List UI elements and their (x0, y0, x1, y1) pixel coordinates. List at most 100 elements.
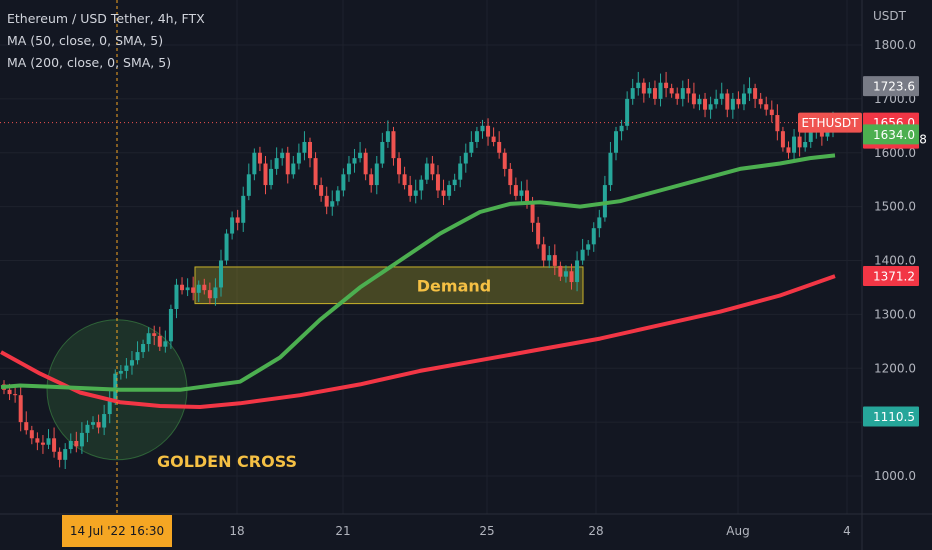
candle-body (358, 152, 363, 159)
candle-body (797, 136, 802, 148)
candle-body (586, 244, 591, 250)
candle (497, 131, 502, 159)
candle (141, 339, 146, 359)
candle (402, 166, 407, 190)
candle (469, 131, 474, 158)
price-label-box (863, 76, 919, 97)
candle-body (146, 333, 151, 345)
candle-body (141, 344, 146, 353)
candle-body (168, 308, 173, 342)
candle (586, 240, 591, 256)
candle-body (708, 104, 713, 110)
candle (324, 186, 329, 215)
legend-ma50[interactable]: MA (50, close, 0, SMA, 5) (7, 33, 164, 48)
candle-body (614, 131, 619, 153)
candle-body (435, 174, 440, 191)
candle (369, 168, 374, 193)
candle (29, 425, 34, 445)
candle (397, 152, 402, 184)
candle-body (497, 141, 502, 153)
legend-title[interactable]: Ethereum / USD Tether, 4h, FTX (7, 11, 205, 26)
candle-body (397, 158, 402, 175)
candle-body (213, 287, 218, 299)
candle-body (269, 168, 274, 186)
candle-body (452, 179, 457, 186)
price-tick-label: 1000.0 (874, 469, 916, 483)
candle (753, 83, 758, 109)
candle-body (252, 152, 257, 175)
candle (118, 365, 123, 380)
candle-body (658, 82, 663, 99)
candle-body (647, 88, 652, 94)
candle (725, 89, 730, 118)
candle (741, 84, 746, 111)
candle (786, 141, 791, 159)
crosshair-time-box (62, 515, 172, 547)
candle (619, 119, 624, 141)
candle (730, 92, 735, 119)
candle (246, 163, 251, 201)
candle (13, 386, 18, 403)
candle (235, 209, 240, 231)
candle (224, 229, 229, 265)
candle (719, 82, 724, 105)
candle-body (68, 440, 73, 450)
candle (547, 245, 552, 269)
candle-body (224, 233, 229, 261)
price-tick-label: 1400.0 (874, 254, 916, 268)
candle (614, 126, 619, 161)
candle-body (680, 88, 685, 99)
candle-body (413, 190, 418, 196)
candle (24, 411, 29, 435)
candle-body (291, 163, 296, 175)
candle (269, 159, 274, 190)
candle (308, 137, 313, 168)
price-label-box (863, 124, 919, 145)
chart-legend: Ethereum / USD Tether, 4h, FTX MA (50, c… (7, 8, 205, 74)
candle-body (13, 394, 18, 396)
legend-ma200[interactable]: MA (200, close, 0, SMA, 5) (7, 55, 172, 70)
candle (697, 94, 702, 111)
candle (658, 73, 663, 107)
candle-body (430, 163, 435, 175)
candle-body (369, 174, 374, 186)
candle (291, 155, 296, 179)
candle (241, 186, 246, 232)
candle (558, 261, 563, 281)
candle-body (180, 284, 185, 291)
candle (207, 282, 212, 305)
price-axis[interactable]: USDT1800.01700.01600.01500.01400.01300.0… (863, 9, 927, 483)
candle-body (780, 131, 785, 148)
candle-body (263, 163, 268, 186)
candle-body (330, 201, 335, 207)
price-axis-unit: USDT (873, 9, 907, 23)
candle-body (152, 333, 157, 336)
candle-body (391, 131, 396, 159)
candle (430, 155, 435, 181)
time-tick-label: 25 (479, 524, 494, 538)
candle (703, 92, 708, 118)
candle-body (118, 370, 123, 374)
candle-body (441, 190, 446, 196)
candle-body (191, 287, 196, 293)
candle (313, 152, 318, 190)
candle-body (463, 152, 468, 164)
candle-body (235, 217, 240, 223)
candle (129, 351, 134, 375)
time-axis[interactable]: 18 21 25 28 Aug 4 14 Jul '22 16:30 (62, 515, 851, 547)
candle-body (630, 88, 635, 99)
candle (74, 431, 79, 453)
candle-body (79, 432, 84, 447)
candle-body (591, 228, 596, 245)
candle-body (636, 82, 641, 89)
candle (764, 96, 769, 116)
candle-body (113, 373, 118, 401)
price-tick-label: 1500.0 (874, 200, 916, 214)
time-tick-label: 28 (588, 524, 603, 538)
candle (541, 236, 546, 267)
candle-body (552, 255, 557, 266)
candle (196, 280, 201, 302)
candle (380, 132, 385, 168)
